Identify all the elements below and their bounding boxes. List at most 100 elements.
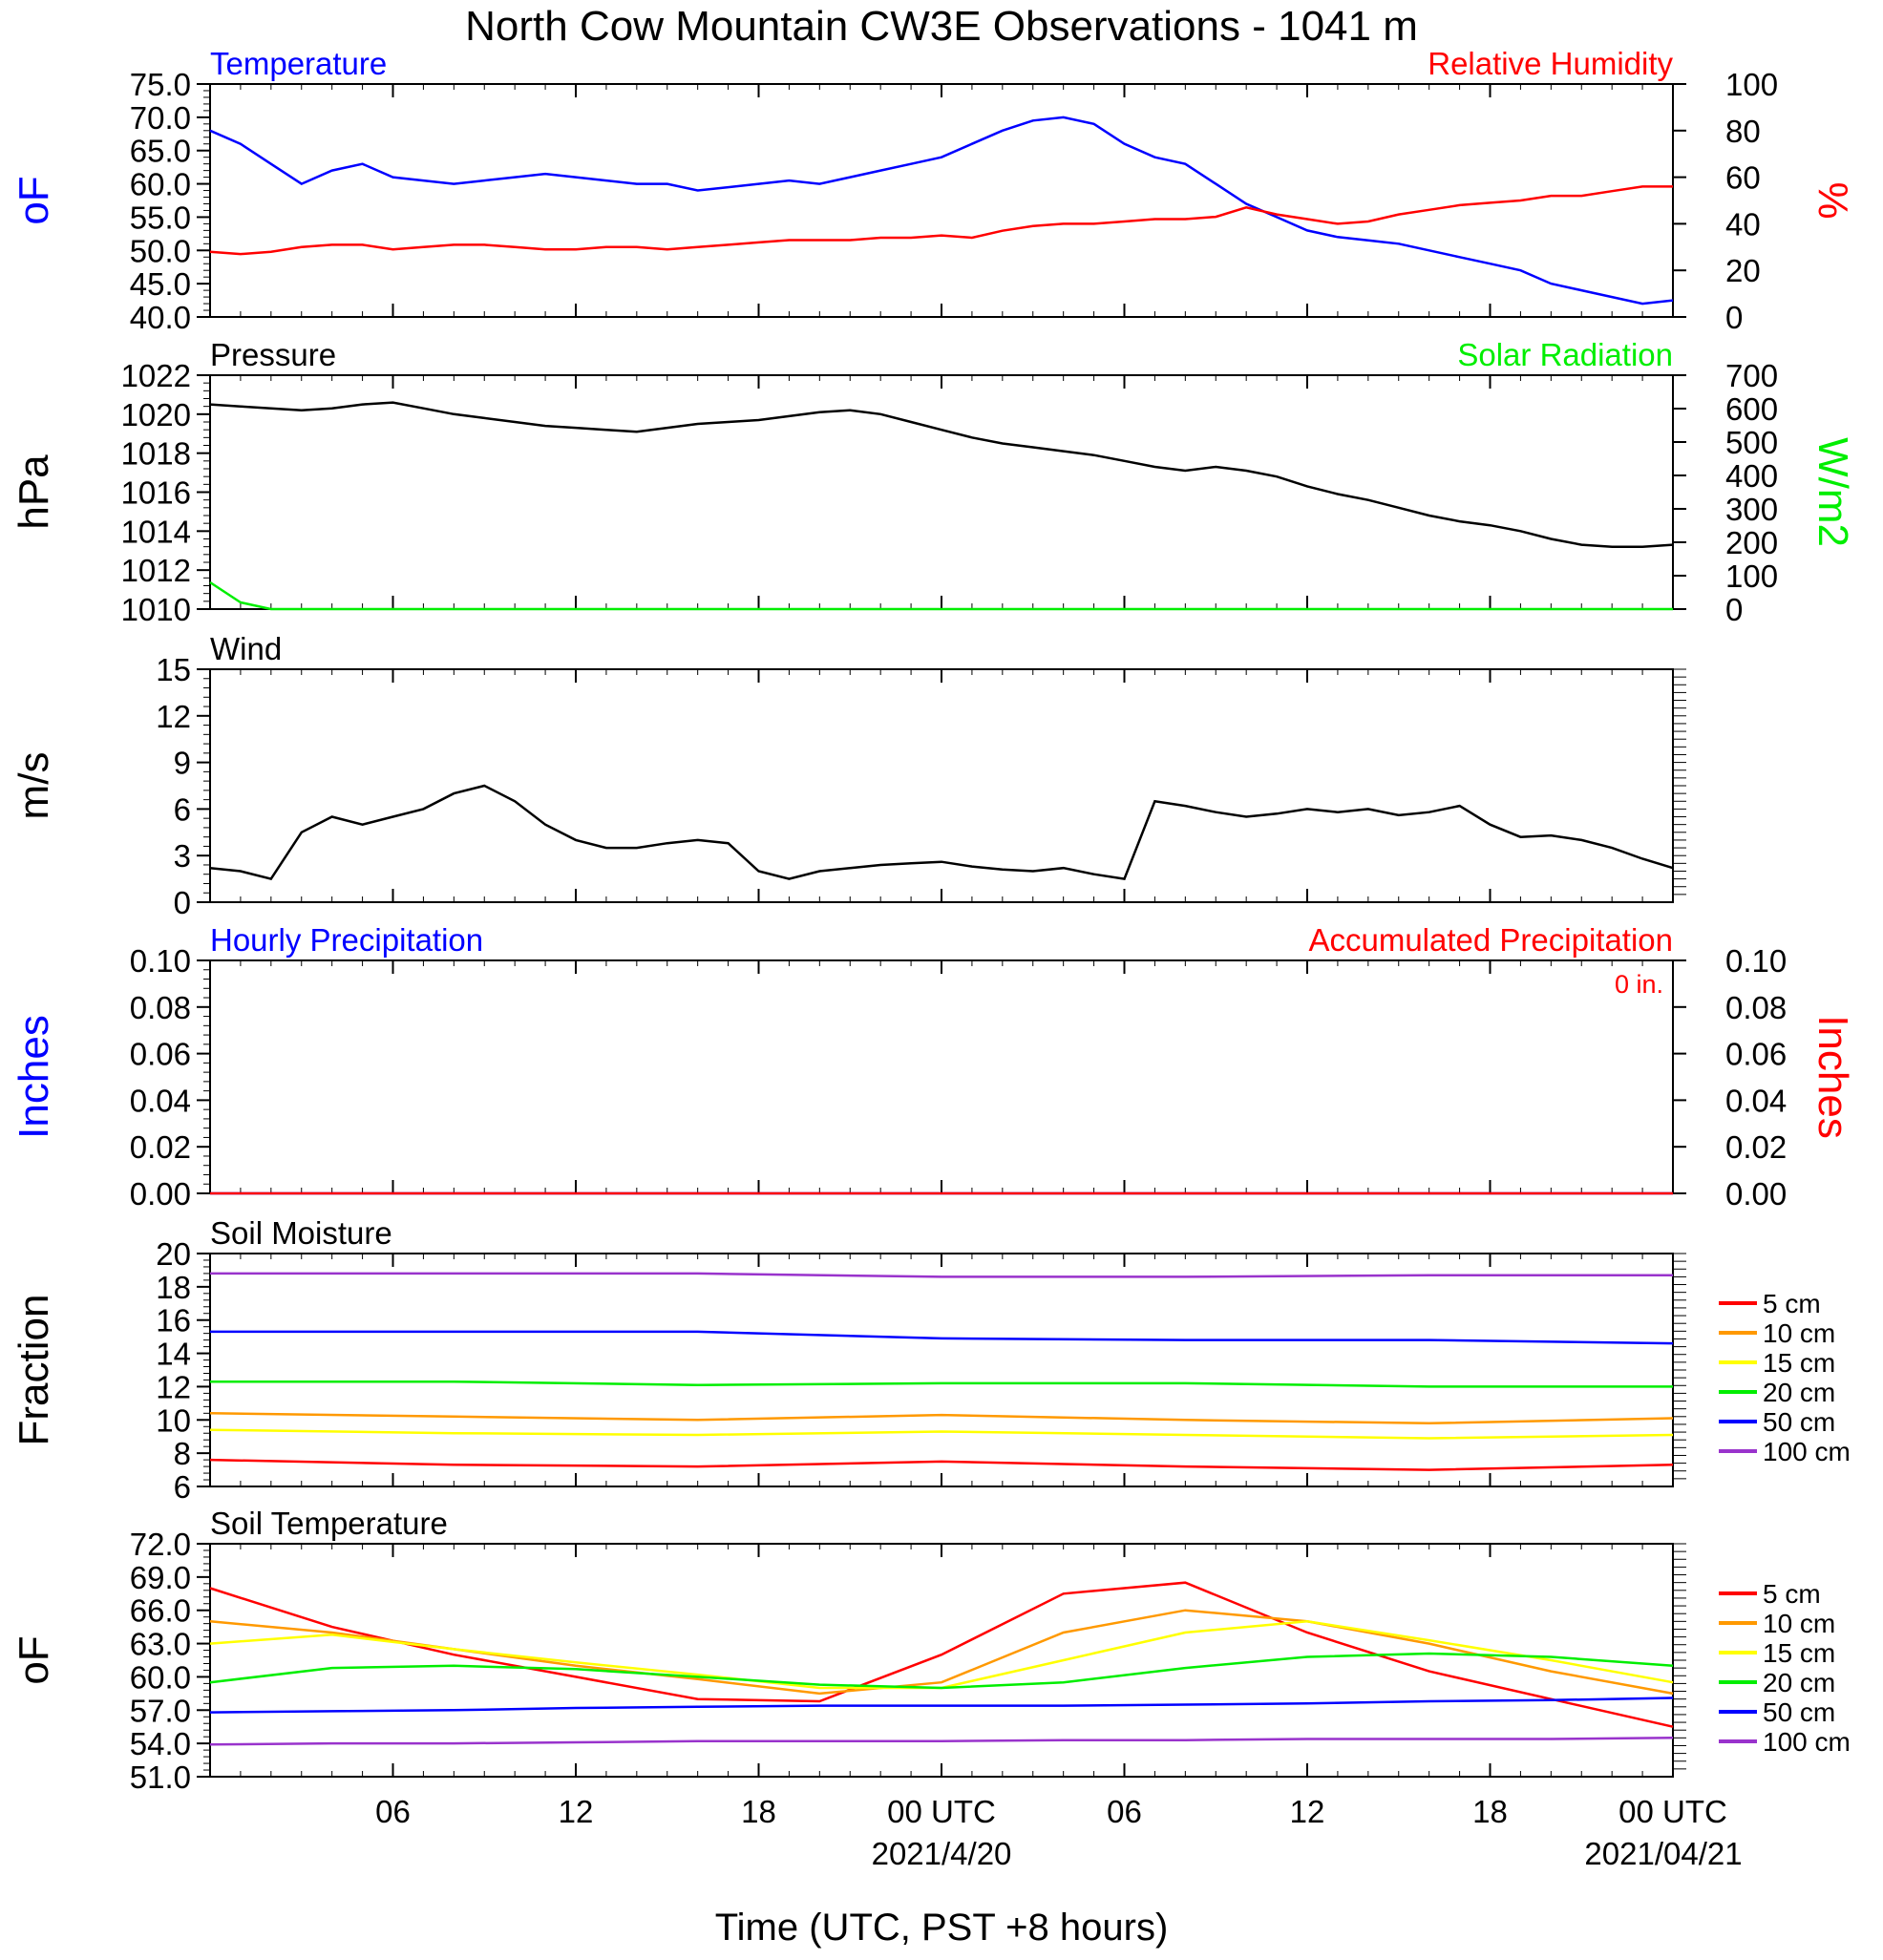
y-axis-label-left: oF	[11, 1635, 57, 1684]
legend-label: 50 cm	[1763, 1697, 1835, 1727]
y-axis-label-right: W/m2	[1809, 437, 1856, 547]
y-tick-label-left: 15	[156, 652, 191, 687]
panel-left-title: Soil Moisture	[210, 1215, 392, 1251]
y-tick-label-left: 1014	[121, 514, 191, 549]
y-axis-label-left: Fraction	[11, 1295, 57, 1446]
plot-frame	[209, 83, 1674, 318]
y-tick-label-left: 0.02	[130, 1129, 191, 1165]
x-date-label: 2021/04/21	[1584, 1836, 1742, 1871]
y-tick-label-left: 16	[156, 1303, 191, 1338]
series-line-10-cm	[209, 1412, 1674, 1425]
panel-right-title: Solar Radiation	[1457, 337, 1673, 372]
series-line-15-cm	[209, 1428, 1674, 1440]
x-tick-label: 00 UTC	[1619, 1794, 1727, 1829]
panel-precipitation: 0.10 0.08 0.06 0.04 0.02 0.00 0.10 0.08 0.06 0.04…	[11, 922, 1856, 1212]
legend-label: 15 cm	[1763, 1638, 1835, 1668]
y-tick-label-left: 10	[156, 1402, 191, 1438]
series-line-5-cm	[209, 1458, 1674, 1471]
y-tick-label-left: 40.0	[130, 300, 191, 335]
y-tick-label-right: 300	[1725, 492, 1778, 527]
x-date-label: 2021/4/20	[872, 1836, 1012, 1871]
y-tick-label-right: 500	[1725, 425, 1778, 460]
y-tick-label-left: 0.08	[130, 990, 191, 1025]
y-tick-label-left: 0.00	[130, 1176, 191, 1212]
series-line-50-cm	[209, 1697, 1674, 1714]
y-tick-label-right: 80	[1725, 114, 1761, 149]
y-axis-label-left: hPa	[11, 454, 57, 530]
y-axis-label-left: Inches	[11, 1015, 57, 1139]
panel-right-title: Accumulated Precipitation	[1308, 922, 1673, 958]
y-tick-label-left: 60.0	[130, 167, 191, 202]
y-tick-label-right: 0.10	[1725, 943, 1787, 979]
y-axis-label-left: oF	[11, 176, 57, 224]
plot-frame	[209, 959, 1674, 1194]
panel-right-title: Relative Humidity	[1428, 46, 1673, 81]
y-tick-label-left: 1012	[121, 553, 191, 588]
legend-label: 20 cm	[1763, 1378, 1835, 1407]
y-tick-label-right: 0	[1725, 592, 1743, 627]
legend-label: 10 cm	[1763, 1609, 1835, 1638]
legend-label: 50 cm	[1763, 1407, 1835, 1437]
plot-frame	[209, 1253, 1674, 1487]
y-tick-label-right: 0	[1725, 300, 1743, 335]
series-line-temperature	[209, 116, 1674, 306]
legend-label: 10 cm	[1763, 1318, 1835, 1348]
series-line-50-cm	[210, 1330, 1674, 1345]
y-tick-label-right: 200	[1725, 525, 1778, 560]
accum-annotation: 0 in.	[1615, 970, 1663, 999]
y-tick-label-right: 100	[1725, 558, 1778, 594]
y-tick-label-left: 51.0	[130, 1760, 191, 1795]
panel-left-title: Hourly Precipitation	[210, 922, 483, 958]
y-axis-label-right: Inches	[1809, 1015, 1856, 1139]
legend-label: 5 cm	[1763, 1579, 1821, 1609]
y-tick-label-left: 1022	[121, 358, 191, 393]
y-tick-label-left: 55.0	[130, 200, 191, 235]
x-tick-label: 00 UTC	[887, 1794, 996, 1829]
y-tick-label-left: 0.04	[130, 1083, 191, 1118]
y-tick-label-right: 0.08	[1725, 990, 1787, 1025]
y-tick-label-left: 8	[174, 1436, 191, 1471]
y-tick-label-left: 0	[174, 885, 191, 920]
panel-temperature-humidity: 75.070.065.060.055.050.045.040.0 100 80 60 4…	[11, 46, 1856, 335]
y-tick-label-left: 3	[174, 838, 191, 874]
legend-label: 15 cm	[1763, 1348, 1835, 1378]
y-axis-label-right: %	[1809, 181, 1856, 219]
x-tick-label: 12	[1290, 1794, 1325, 1829]
y-tick-label-left: 12	[156, 699, 191, 734]
series-line-10-cm	[209, 1609, 1674, 1696]
y-tick-label-left: 65.0	[130, 134, 191, 169]
y-tick-label-left: 20	[156, 1236, 191, 1272]
y-tick-label-right: 400	[1725, 458, 1778, 494]
y-tick-label-left: 1010	[121, 592, 191, 627]
y-tick-label-right: 0.02	[1725, 1129, 1787, 1165]
panel-left-title: Wind	[210, 631, 282, 666]
y-tick-label-right: 600	[1725, 391, 1778, 427]
x-tick-label: 18	[1472, 1794, 1508, 1829]
y-tick-label-left: 1020	[121, 397, 191, 432]
y-tick-label-left: 54.0	[130, 1726, 191, 1761]
y-tick-label-right: 700	[1725, 358, 1778, 393]
legend-label: 5 cm	[1763, 1289, 1821, 1318]
series-line-20-cm	[210, 1380, 1673, 1388]
series-line-100-cm	[210, 1272, 1673, 1278]
y-tick-label-left: 9	[174, 746, 191, 781]
panel-soil-temperature: 72.069.066.063.060.057.054.051.0 Soil Tem…	[11, 1506, 1851, 1871]
x-tick-label: 18	[741, 1794, 776, 1829]
y-tick-label-left: 50.0	[130, 233, 191, 268]
panel-wind: 15 12 9 6 3 0 Wind m/s	[11, 631, 1686, 920]
y-tick-label-left: 69.0	[130, 1560, 191, 1595]
panel-left-title: Pressure	[210, 337, 336, 372]
y-tick-label-left: 60.0	[130, 1659, 191, 1695]
x-tick-label: 12	[559, 1794, 594, 1829]
y-tick-label-left: 72.0	[130, 1527, 191, 1562]
x-tick-label: 06	[1107, 1794, 1142, 1829]
y-tick-label-left: 66.0	[130, 1593, 191, 1629]
legend-label: 100 cm	[1763, 1727, 1851, 1757]
y-tick-label-left: 18	[156, 1270, 191, 1305]
y-tick-label-left: 57.0	[130, 1693, 191, 1728]
y-tick-label-left: 45.0	[130, 266, 191, 302]
y-tick-label-left: 70.0	[130, 100, 191, 136]
